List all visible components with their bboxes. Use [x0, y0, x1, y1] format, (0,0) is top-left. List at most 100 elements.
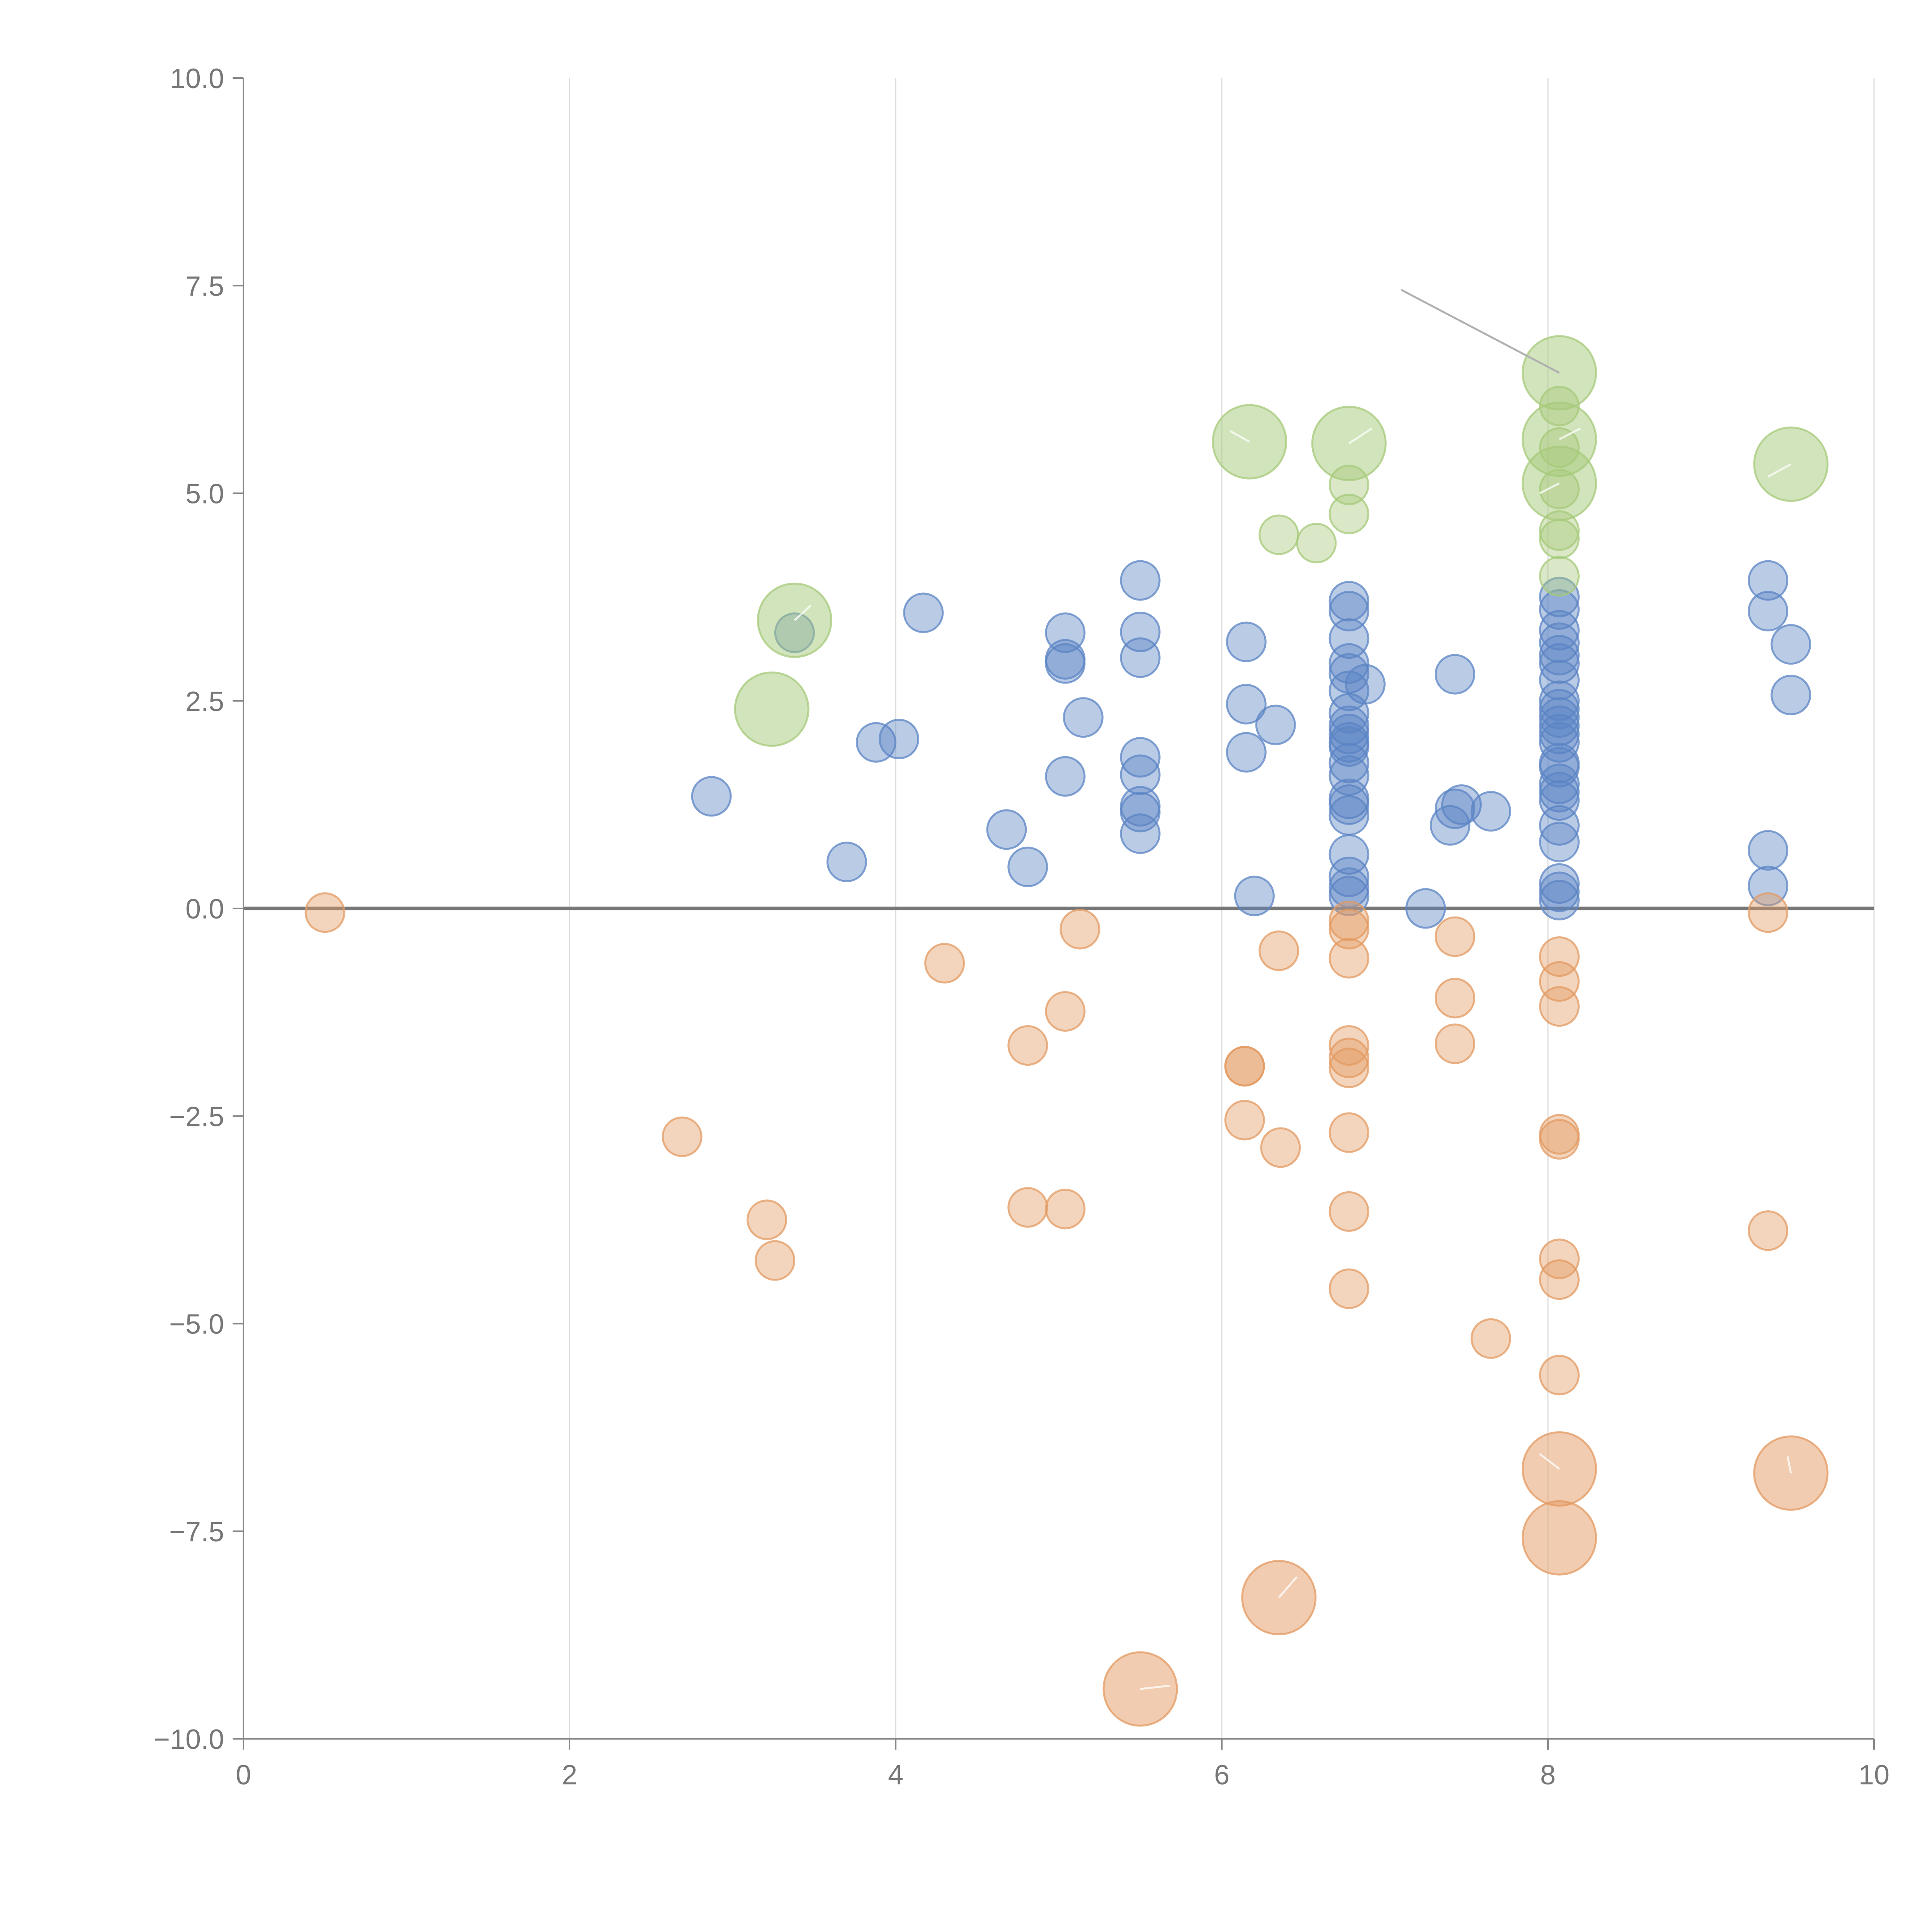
scatter-point: [662, 1116, 702, 1157]
scatter-point: [1748, 830, 1789, 871]
scatter-point: [1328, 900, 1369, 941]
scatter-point: [1007, 1187, 1048, 1228]
scatter-point: [1405, 888, 1446, 929]
scatter-point: [1328, 1025, 1369, 1066]
scatter-point: [1120, 813, 1161, 854]
scatter-point: [1539, 880, 1580, 921]
bubble-leader-line: [1539, 482, 1560, 494]
x-tick-label: 0: [236, 1760, 251, 1791]
scatter-point: [1539, 772, 1580, 813]
scatter-point: [903, 592, 944, 633]
scatter-point: [1259, 930, 1299, 971]
scatter-point: [1539, 764, 1580, 804]
scatter-point: [1539, 705, 1580, 746]
scatter-point: [1120, 754, 1161, 795]
scatter-point: [1045, 991, 1086, 1032]
scatter-point: [1470, 1318, 1511, 1359]
y-tick-label: 0.0: [185, 894, 224, 925]
scatter-point: [1539, 805, 1580, 846]
scatter-point: [1045, 639, 1086, 680]
large-bubble-point: [1522, 1500, 1597, 1576]
scatter-point: [1328, 784, 1369, 825]
scatter-point: [1328, 670, 1369, 711]
label-leader-lines: [794, 289, 1792, 1690]
x-tick-label: 8: [1540, 1760, 1556, 1791]
scatter-point: [1259, 514, 1299, 555]
scatter-point: [1539, 519, 1580, 560]
scatter-point: [1226, 621, 1267, 662]
scatter-point: [1539, 680, 1580, 721]
scatter-point: [1539, 643, 1580, 684]
data-points: [304, 335, 1829, 1727]
x-tick-label: 2: [562, 1760, 577, 1791]
scatter-point: [1539, 689, 1580, 730]
scatter-point: [924, 943, 965, 984]
bubble-leader-line: [1767, 463, 1791, 478]
scatter-point: [1045, 1189, 1086, 1230]
scatter-point: [1539, 961, 1580, 1002]
bubble-leader-line: [1539, 1453, 1560, 1470]
scatter-point: [1328, 1268, 1369, 1309]
scatter-point: [1328, 1037, 1369, 1078]
scatter-point: [1539, 427, 1580, 468]
scatter-point: [1328, 909, 1369, 950]
bubble-leader-line: [1348, 427, 1372, 444]
scatter-point: [1328, 493, 1369, 534]
scatter-point: [1539, 622, 1580, 663]
scatter-point: [1296, 522, 1337, 563]
large-bubble-point: [734, 671, 810, 747]
scatter-point: [1328, 867, 1369, 908]
scatter-point: [1226, 732, 1267, 773]
scatter-point: [1539, 660, 1580, 701]
bubble-leader-line: [1229, 430, 1250, 443]
scatter-point: [1748, 892, 1789, 933]
scatter-point: [1539, 871, 1580, 912]
x-tick-label: 4: [888, 1760, 903, 1791]
scatter-point: [1120, 792, 1161, 833]
annotation-leader-line: [1401, 289, 1560, 374]
scatter-point: [1539, 386, 1580, 427]
scatter-point: [1007, 1025, 1048, 1066]
scatter-point: [1328, 743, 1369, 784]
bubble-leader-line: [1278, 1576, 1298, 1599]
scatter-point: [986, 809, 1027, 850]
scatter-point: [1063, 697, 1104, 738]
scatter-point: [691, 776, 732, 817]
scatter-point: [1328, 705, 1369, 746]
scatter-point: [1434, 1023, 1475, 1064]
scatter-point: [1328, 1112, 1369, 1153]
scatter-point: [1328, 755, 1369, 796]
y-tick-label: 5.0: [185, 479, 224, 510]
scatter-point: [1539, 610, 1580, 651]
scatter-point: [747, 1199, 787, 1240]
scatter-point: [304, 892, 345, 933]
bubble-leader-line: [1786, 1456, 1792, 1473]
scatter-point: [1328, 938, 1369, 979]
axes: [233, 77, 1875, 1750]
x-tick-label: 6: [1214, 1760, 1230, 1791]
scatter-point: [1539, 556, 1580, 597]
scatter-point: [1430, 805, 1471, 846]
scatter-point: [1539, 747, 1580, 788]
scatter-point: [1539, 510, 1580, 551]
scatter-point: [1539, 936, 1580, 977]
scatter-point: [1045, 756, 1086, 797]
scatter-point: [1328, 618, 1369, 659]
scatter-point: [1226, 684, 1267, 724]
scatter-point: [1434, 978, 1475, 1019]
scatter-point: [1539, 714, 1580, 755]
scatter-point: [1060, 909, 1100, 950]
scatter-point: [1120, 637, 1161, 678]
scatter-point: [1234, 876, 1275, 917]
scatter-point: [1539, 780, 1580, 821]
scatter-point: [878, 719, 919, 760]
scatter-point: [1260, 1127, 1301, 1168]
scatter-point: [755, 1240, 796, 1281]
y-tick-label: −2.5: [169, 1101, 224, 1132]
scatter-point: [1328, 795, 1369, 836]
scatter-point: [826, 842, 867, 883]
scatter-point: [1120, 560, 1161, 601]
y-tick-label: −7.5: [169, 1517, 224, 1548]
